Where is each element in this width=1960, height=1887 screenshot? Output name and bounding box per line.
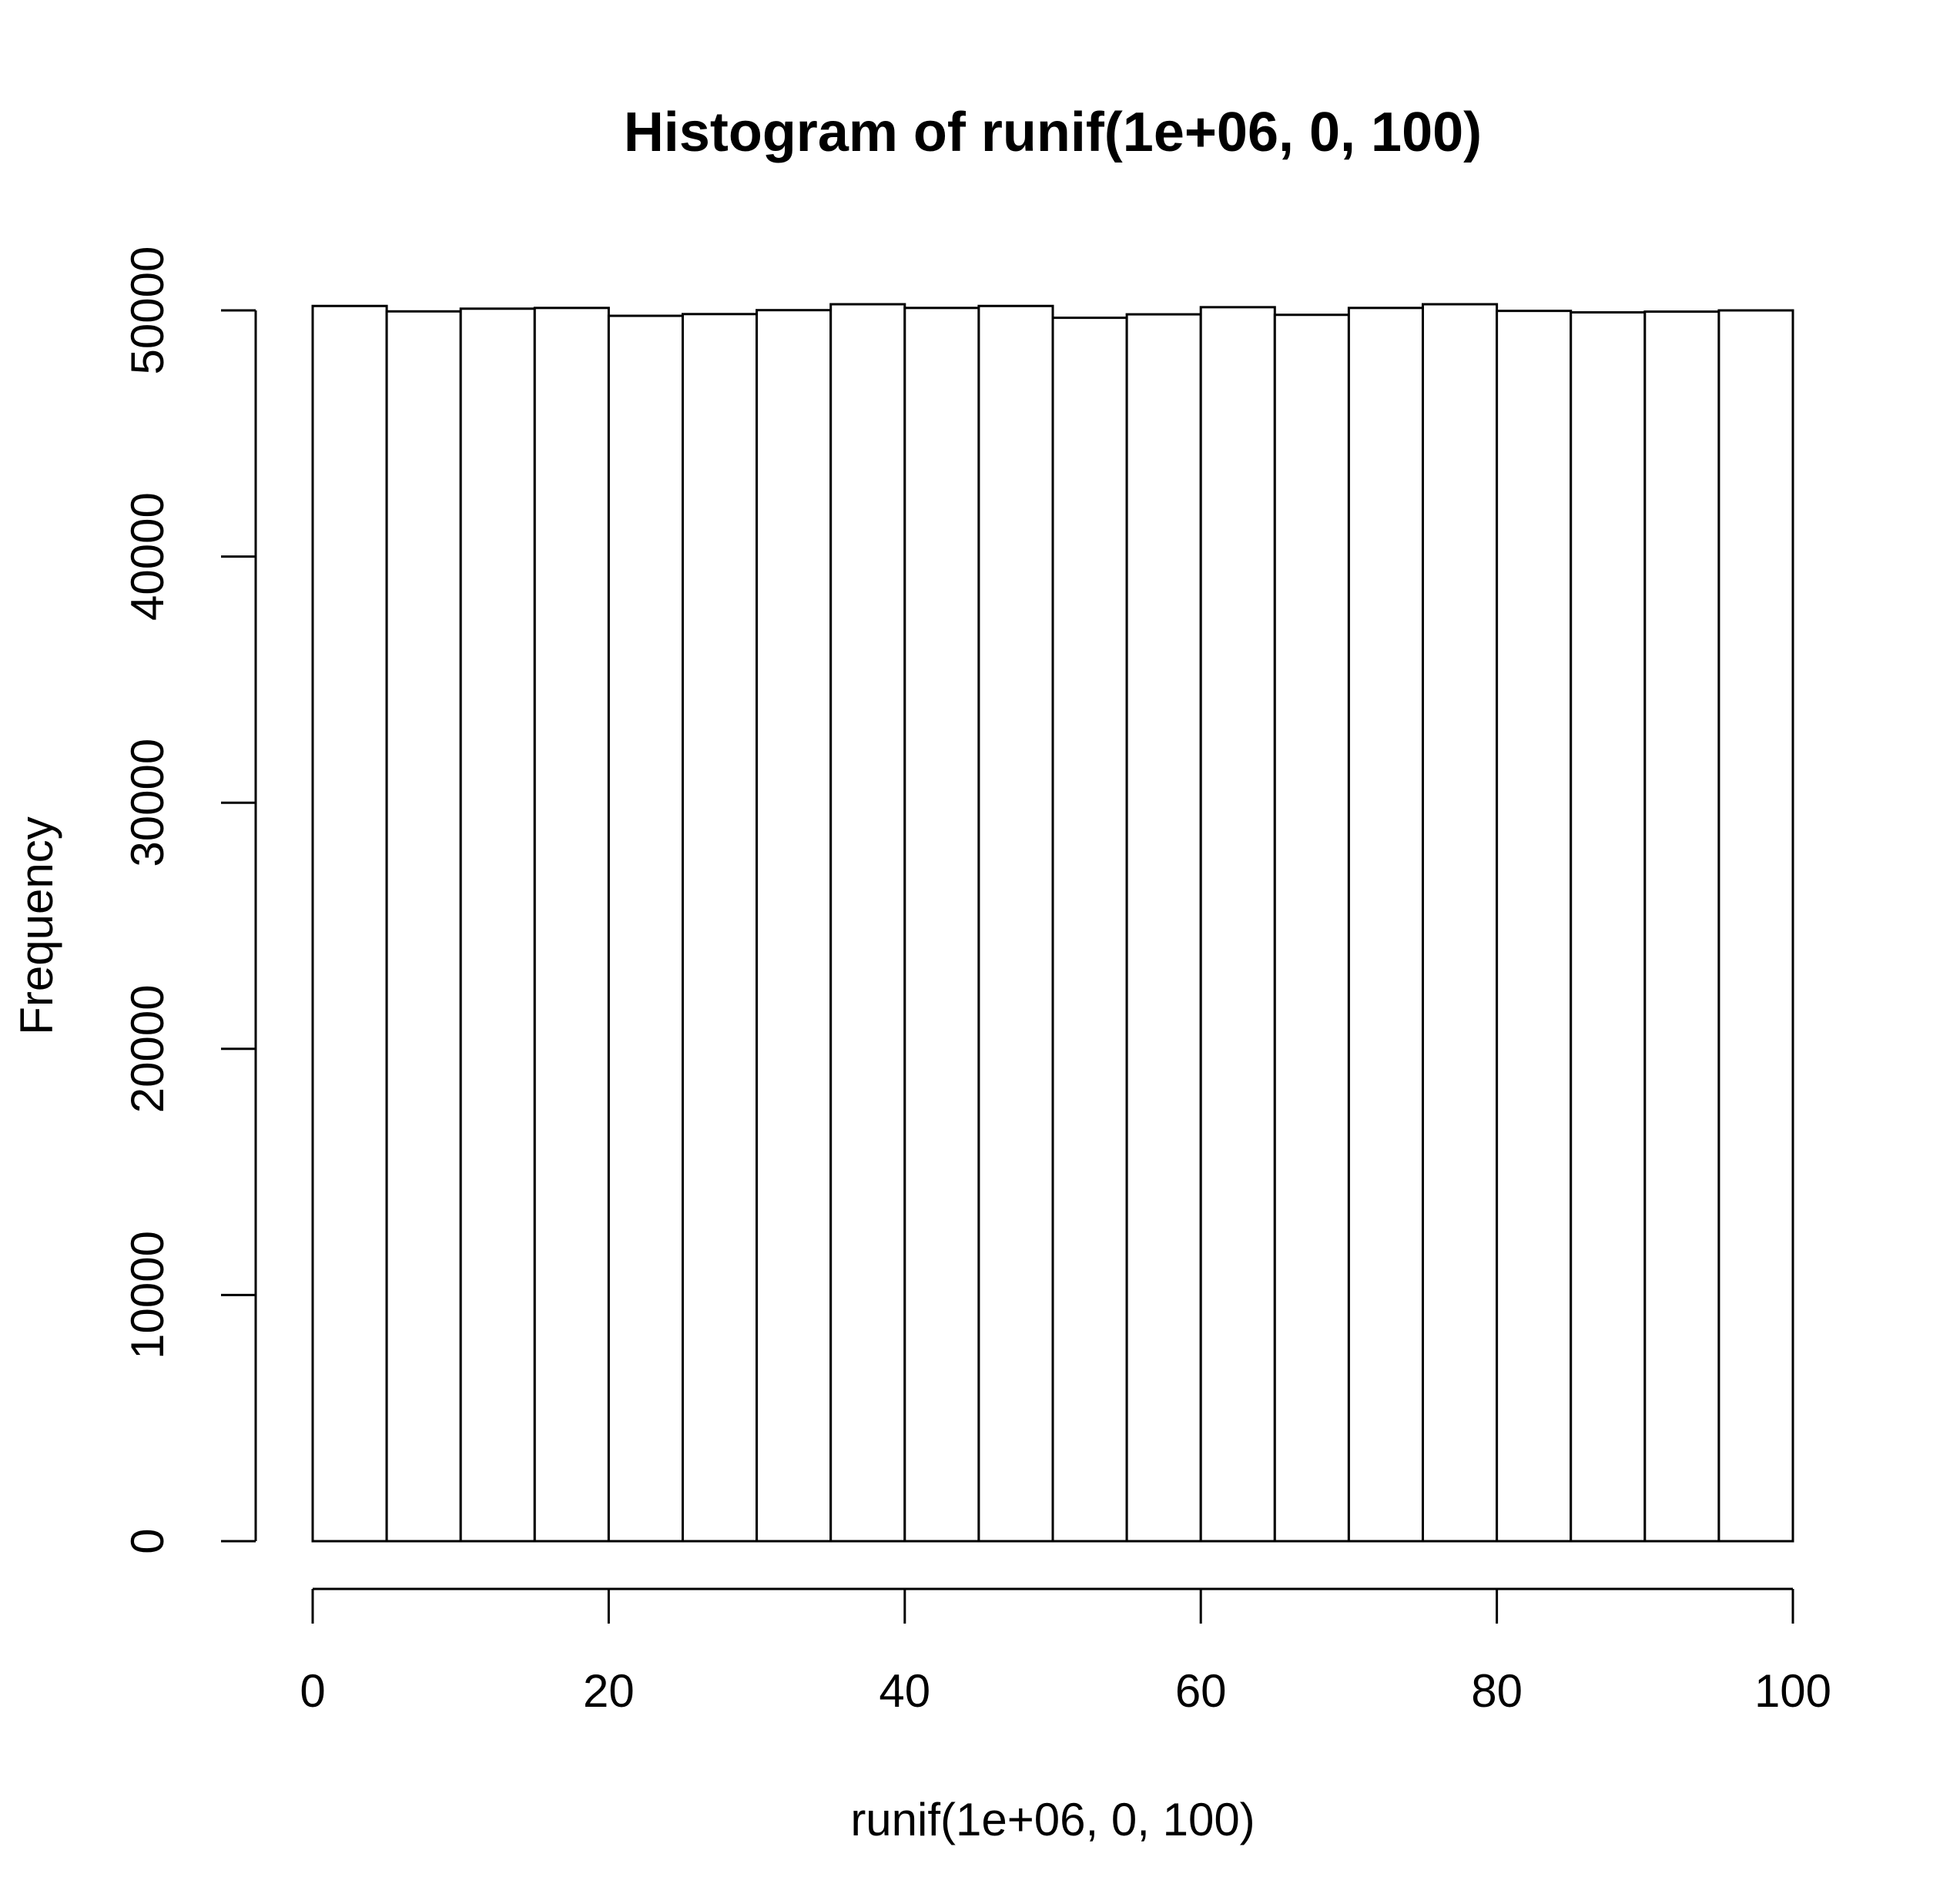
- histogram-bar: [1199, 306, 1276, 1543]
- x-tick-label: 60: [1175, 1665, 1227, 1717]
- histogram-bar: [1051, 317, 1128, 1543]
- x-axis-label: runif(1e+06, 0, 100): [850, 1794, 1255, 1845]
- y-tick-label: 0: [122, 1528, 173, 1554]
- histogram-bar: [1496, 310, 1573, 1543]
- x-tick-label: 0: [300, 1665, 325, 1717]
- histogram-bar: [1273, 313, 1350, 1543]
- y-tick-label: 50000: [122, 246, 173, 375]
- histogram-bar: [385, 310, 462, 1543]
- histogram-bar: [977, 304, 1054, 1543]
- histogram-bar: [1125, 313, 1202, 1543]
- y-tick-label: 30000: [122, 739, 173, 867]
- histogram-bar: [607, 314, 685, 1543]
- y-axis: 0 10000 20000 30000 40000 50000: [122, 246, 257, 1554]
- histogram-bar: [459, 307, 536, 1543]
- histogram-bar: [1347, 307, 1425, 1543]
- histogram-bar: [1422, 303, 1499, 1543]
- histogram-bar: [682, 313, 759, 1543]
- histogram-bar: [1643, 310, 1720, 1543]
- histogram-bar: [903, 307, 980, 1543]
- x-tick-label: 40: [879, 1665, 930, 1717]
- histogram-bar: [1717, 309, 1794, 1543]
- y-tick-label: 40000: [122, 492, 173, 621]
- y-axis-label: Frequency: [11, 816, 62, 1034]
- x-tick-label: 80: [1471, 1665, 1523, 1717]
- histogram-bar: [829, 303, 906, 1543]
- x-tick-label: 100: [1754, 1665, 1831, 1717]
- chart-title: Histogram of runif(1e+06, 0, 100): [624, 102, 1482, 163]
- x-tick-label: 20: [583, 1665, 635, 1717]
- histogram-bar: [1570, 311, 1647, 1543]
- y-tick-label: 10000: [122, 1231, 173, 1359]
- histogram-bar: [311, 304, 388, 1543]
- histogram-bar: [533, 307, 610, 1543]
- y-tick-label: 20000: [122, 984, 173, 1113]
- x-axis: 0 20 40 60 80 100: [300, 1587, 1831, 1717]
- histogram-bar: [756, 309, 833, 1543]
- histogram-bars: [311, 303, 1794, 1543]
